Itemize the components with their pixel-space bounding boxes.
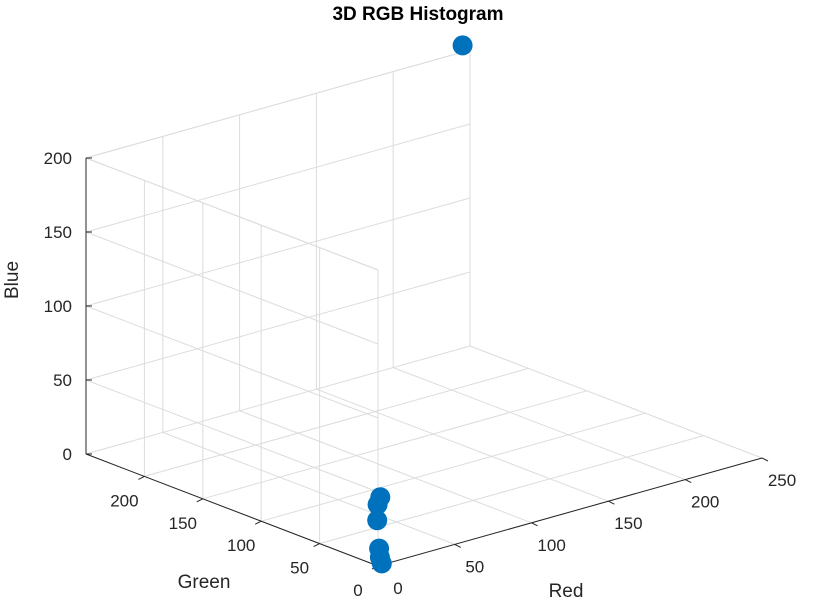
grid-line bbox=[469, 345, 763, 459]
data-points bbox=[367, 35, 473, 574]
grid-line bbox=[85, 379, 379, 493]
x-axis-line bbox=[377, 457, 763, 567]
grid-line bbox=[162, 431, 455, 545]
x-tick-mark bbox=[761, 457, 769, 462]
x-tick-mark bbox=[454, 543, 462, 548]
grid-line bbox=[85, 271, 471, 381]
y-tick-label: 100 bbox=[227, 536, 255, 555]
z-axis-label: Blue bbox=[2, 261, 23, 299]
z-tick-label: 50 bbox=[53, 371, 72, 390]
x-tick-label: 100 bbox=[537, 536, 565, 555]
y-tick-mark bbox=[138, 475, 145, 480]
grid-line bbox=[202, 390, 587, 500]
tick-labels: 0 50 100 150 200 250 0 50 100 150 200 0 50 100 150 200 bbox=[44, 149, 797, 600]
data-point bbox=[371, 553, 392, 574]
y-tick-label: 50 bbox=[290, 559, 309, 578]
z-tick-label: 200 bbox=[44, 149, 72, 168]
grid-line bbox=[85, 157, 379, 271]
data-point bbox=[367, 510, 388, 531]
grid-line bbox=[316, 388, 609, 502]
y-tick-mark bbox=[196, 498, 204, 503]
y-tick-mark bbox=[313, 543, 320, 548]
grid-line bbox=[85, 49, 471, 159]
grid-line bbox=[393, 367, 686, 481]
data-point bbox=[367, 494, 388, 515]
z-tick-label: 100 bbox=[44, 297, 72, 316]
grid-line bbox=[85, 305, 379, 419]
grid-line bbox=[85, 345, 471, 455]
y-axis-label: Green bbox=[178, 572, 231, 593]
data-point bbox=[452, 35, 473, 56]
y-axis-line bbox=[85, 453, 379, 567]
x-tick-mark bbox=[608, 500, 615, 505]
x-tick-mark bbox=[684, 479, 692, 484]
y-tick-label: 0 bbox=[353, 581, 362, 600]
y-tick-mark bbox=[254, 520, 262, 525]
x-tick-label: 50 bbox=[465, 557, 484, 576]
x-tick-label: 150 bbox=[614, 514, 642, 533]
grid-line bbox=[239, 410, 532, 524]
x-tick-label: 0 bbox=[393, 579, 402, 598]
x-tick-label: 200 bbox=[691, 493, 719, 512]
grid-layer bbox=[85, 49, 763, 567]
grid-line bbox=[144, 367, 529, 477]
z-tick-label: 0 bbox=[63, 445, 72, 464]
y-tick-label: 200 bbox=[110, 491, 138, 510]
grid-line bbox=[261, 412, 646, 522]
axes-layer bbox=[85, 157, 769, 570]
grid-line bbox=[85, 231, 379, 345]
chart-title: 3D RGB Histogram bbox=[332, 4, 503, 25]
x-tick-label: 250 bbox=[768, 471, 796, 490]
y-tick-label: 150 bbox=[169, 514, 197, 533]
grid-line bbox=[85, 197, 471, 307]
z-tick-label: 150 bbox=[44, 223, 72, 242]
x-tick-mark bbox=[531, 522, 538, 527]
grid-line bbox=[85, 123, 471, 233]
x-axis-label: Red bbox=[549, 581, 584, 600]
